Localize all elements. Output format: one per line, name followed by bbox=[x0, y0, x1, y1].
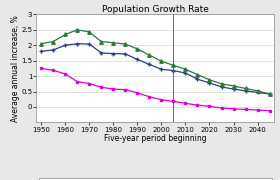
More developed regions bbox=[52, 69, 55, 71]
World bbox=[124, 53, 127, 55]
World bbox=[268, 93, 271, 95]
More developed regions bbox=[172, 100, 175, 102]
Less developed regions bbox=[39, 43, 43, 45]
Less developed regions bbox=[148, 54, 151, 56]
World bbox=[196, 78, 199, 80]
World bbox=[220, 86, 223, 88]
Less developed regions bbox=[100, 40, 103, 43]
Less developed regions bbox=[208, 79, 211, 81]
More developed regions bbox=[244, 108, 247, 111]
Less developed regions bbox=[136, 48, 139, 50]
More developed regions bbox=[232, 108, 235, 110]
World bbox=[88, 43, 91, 45]
World bbox=[112, 53, 115, 55]
Legend: World, More developed regions, Less developed regions: World, More developed regions, Less deve… bbox=[39, 178, 272, 180]
Less developed regions bbox=[172, 64, 175, 66]
Line: Less developed regions: Less developed regions bbox=[39, 28, 271, 96]
World bbox=[256, 91, 259, 94]
More developed regions bbox=[88, 82, 91, 85]
More developed regions bbox=[184, 102, 187, 104]
Less developed regions bbox=[112, 42, 115, 44]
World bbox=[208, 82, 211, 84]
More developed regions bbox=[100, 86, 103, 88]
Less developed regions bbox=[256, 90, 259, 92]
World bbox=[184, 72, 187, 74]
Less developed regions bbox=[88, 31, 91, 33]
More developed regions bbox=[148, 96, 151, 98]
Y-axis label: Average annual increase, %: Average annual increase, % bbox=[11, 15, 20, 122]
Less developed regions bbox=[268, 93, 271, 95]
World bbox=[244, 90, 247, 92]
More developed regions bbox=[112, 88, 115, 90]
More developed regions bbox=[160, 99, 163, 101]
More developed regions bbox=[196, 104, 199, 106]
World bbox=[232, 88, 235, 90]
World bbox=[160, 68, 163, 70]
More developed regions bbox=[256, 109, 259, 111]
World bbox=[172, 69, 175, 72]
World bbox=[52, 49, 55, 51]
More developed regions bbox=[39, 67, 43, 69]
World bbox=[64, 44, 67, 46]
Less developed regions bbox=[76, 29, 79, 31]
Line: More developed regions: More developed regions bbox=[40, 67, 271, 112]
Less developed regions bbox=[184, 68, 187, 70]
More developed regions bbox=[136, 92, 139, 94]
More developed regions bbox=[76, 81, 79, 83]
Less developed regions bbox=[160, 60, 163, 62]
World bbox=[76, 43, 79, 45]
Less developed regions bbox=[244, 87, 247, 89]
Less developed regions bbox=[232, 85, 235, 87]
Less developed regions bbox=[52, 40, 55, 43]
Less developed regions bbox=[196, 73, 199, 76]
Less developed regions bbox=[220, 83, 223, 85]
More developed regions bbox=[124, 89, 127, 91]
Less developed regions bbox=[64, 33, 67, 35]
More developed regions bbox=[268, 110, 271, 112]
Title: Population Growth Rate: Population Growth Rate bbox=[102, 5, 209, 14]
World bbox=[148, 63, 151, 66]
More developed regions bbox=[64, 73, 67, 75]
Less developed regions bbox=[124, 43, 127, 45]
World bbox=[39, 50, 43, 53]
Line: World: World bbox=[39, 41, 272, 96]
More developed regions bbox=[208, 105, 211, 107]
X-axis label: Five-year period beginning: Five-year period beginning bbox=[104, 134, 207, 143]
World bbox=[136, 58, 139, 60]
More developed regions bbox=[220, 107, 223, 109]
World bbox=[100, 52, 103, 54]
